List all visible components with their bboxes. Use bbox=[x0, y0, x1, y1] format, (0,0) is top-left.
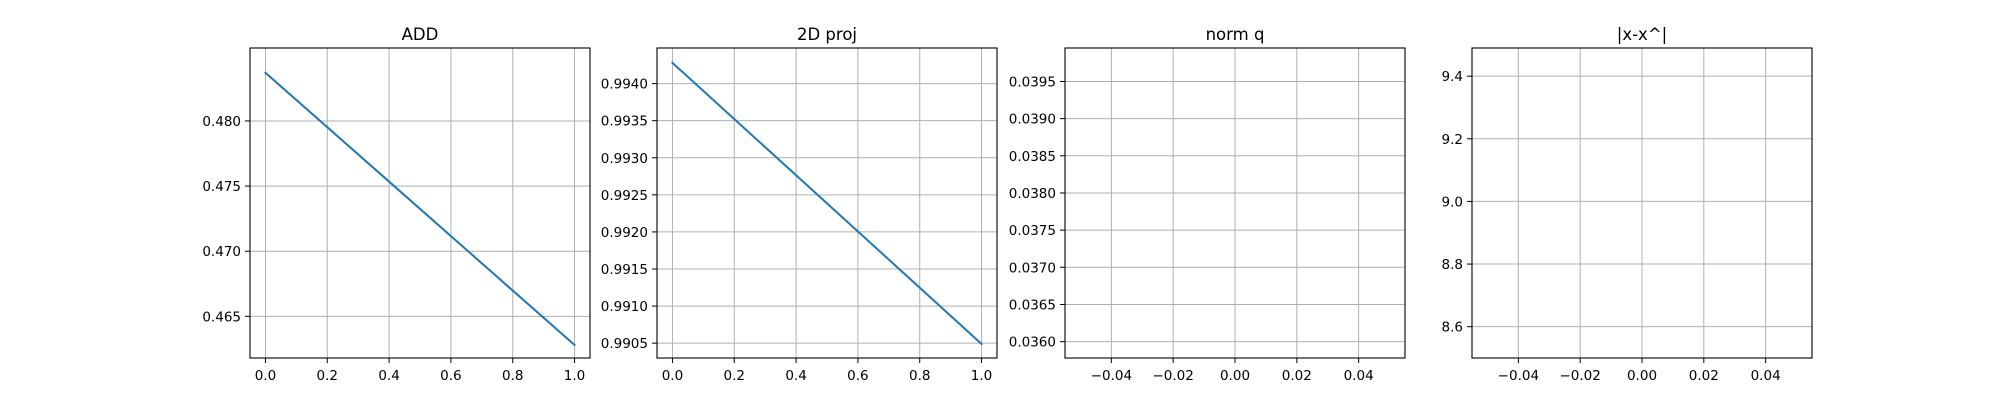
y-tick-label: 0.0390 bbox=[1009, 112, 1056, 128]
y-tick-label: 0.9915 bbox=[601, 262, 648, 278]
x-tick-label: 0.4 bbox=[785, 368, 806, 384]
panel-add: ADD 0.0 0.2 0.4 0.6 0.8 1.0 0.465 0.470 0.475 0.4… bbox=[202, 25, 591, 384]
tick-layer: 0.0 0.2 0.4 0.6 0.8 1.0 0.465 0.470 0.475 0.480 bbox=[202, 114, 585, 384]
tick-layer: −0.04 −0.02 0.00 0.02 0.04 0.0360 0.0365 0.0370… bbox=[1009, 74, 1374, 384]
x-tick-label: 0.04 bbox=[1751, 368, 1781, 384]
x-tick-label: 0.2 bbox=[317, 368, 338, 384]
tick-layer: 0.0 0.2 0.4 0.6 0.8 1.0 0.9905 0.9910 0.9915 0.99… bbox=[601, 77, 993, 384]
x-tick-label: 0.00 bbox=[1220, 368, 1250, 384]
grid-layer bbox=[1472, 48, 1812, 358]
y-tick-label: 0.9940 bbox=[601, 77, 648, 93]
y-tick-label: 0.9910 bbox=[601, 299, 648, 315]
y-tick-label: 0.0395 bbox=[1009, 74, 1056, 90]
axes-frame bbox=[249, 47, 591, 359]
grid-layer bbox=[657, 48, 997, 358]
grid-layer bbox=[250, 48, 590, 358]
y-tick-label: 0.0365 bbox=[1009, 297, 1056, 313]
x-tick-label: −0.02 bbox=[1559, 368, 1600, 384]
y-tick-label: 0.0380 bbox=[1009, 186, 1056, 202]
axes-frame bbox=[656, 47, 998, 359]
y-tick-label: 0.9925 bbox=[601, 188, 648, 204]
series-line bbox=[264, 71, 576, 347]
y-tick-label: 0.470 bbox=[202, 244, 241, 260]
x-tick-label: 0.04 bbox=[1344, 368, 1374, 384]
x-tick-label: 1.0 bbox=[971, 368, 992, 384]
y-tick-label: 9.2 bbox=[1442, 132, 1463, 148]
series-layer bbox=[671, 61, 983, 346]
x-tick-label: −0.02 bbox=[1152, 368, 1193, 384]
x-tick-label: 0.0 bbox=[255, 368, 276, 384]
x-tick-label: 0.00 bbox=[1627, 368, 1657, 384]
y-tick-label: 0.0375 bbox=[1009, 223, 1056, 239]
x-tick-label: 0.6 bbox=[847, 368, 868, 384]
y-tick-label: 0.9930 bbox=[601, 151, 648, 167]
series-layer bbox=[264, 71, 576, 347]
y-tick-label: 9.4 bbox=[1442, 69, 1463, 85]
y-tick-label: 8.8 bbox=[1442, 257, 1463, 273]
y-tick-label: 0.465 bbox=[202, 309, 241, 325]
series-line bbox=[671, 61, 983, 346]
x-tick-label: 0.6 bbox=[440, 368, 461, 384]
y-tick-label: 0.475 bbox=[202, 179, 241, 195]
panel-title-x-error: |x-x^| bbox=[1617, 25, 1667, 44]
y-tick-label: 8.6 bbox=[1442, 320, 1463, 336]
panel-title-norm-q: norm q bbox=[1206, 25, 1265, 44]
x-tick-label: 0.8 bbox=[502, 368, 523, 384]
y-tick-label: 0.0360 bbox=[1009, 335, 1056, 351]
x-tick-label: 0.2 bbox=[724, 368, 745, 384]
x-tick-label: 0.8 bbox=[909, 368, 930, 384]
y-tick-label: 0.0370 bbox=[1009, 260, 1056, 276]
x-tick-label: 0.02 bbox=[1689, 368, 1719, 384]
y-tick-label: 0.480 bbox=[202, 114, 241, 130]
x-tick-label: 0.4 bbox=[378, 368, 399, 384]
grid-layer bbox=[1065, 48, 1405, 358]
x-tick-label: 1.0 bbox=[564, 368, 585, 384]
tick-layer: −0.04 −0.02 0.00 0.02 0.04 8.6 8.8 9.0 9.2 9.4 bbox=[1442, 69, 1781, 384]
panel-2d-proj: 2D proj 0.0 0.2 0.4 0.6 0.8 1.00.99050.99100.… bbox=[601, 25, 998, 384]
panel-x-error: |x-x^| −0.04 −0.02 0.00 0.02 0.04 8.6 8.8 9.0 9.… bbox=[1442, 25, 1813, 384]
y-tick-label: 0.0385 bbox=[1009, 149, 1056, 165]
panel-norm-q: norm q −0.04 −0.02 0.00 0.02 0.04 0.0360 0.036… bbox=[1009, 25, 1406, 384]
panel-title-add: ADD bbox=[402, 25, 439, 44]
y-tick-label: 0.9905 bbox=[601, 336, 648, 352]
x-tick-label: −0.04 bbox=[1091, 368, 1132, 384]
y-tick-label: 0.9920 bbox=[601, 225, 648, 241]
x-tick-label: 0.0 bbox=[662, 368, 683, 384]
x-tick-label: −0.04 bbox=[1498, 368, 1539, 384]
y-tick-label: 9.0 bbox=[1442, 194, 1463, 210]
y-tick-label: 0.9935 bbox=[601, 114, 648, 130]
x-tick-label: 0.02 bbox=[1282, 368, 1312, 384]
panel-title-2d-proj: 2D proj bbox=[797, 25, 857, 44]
